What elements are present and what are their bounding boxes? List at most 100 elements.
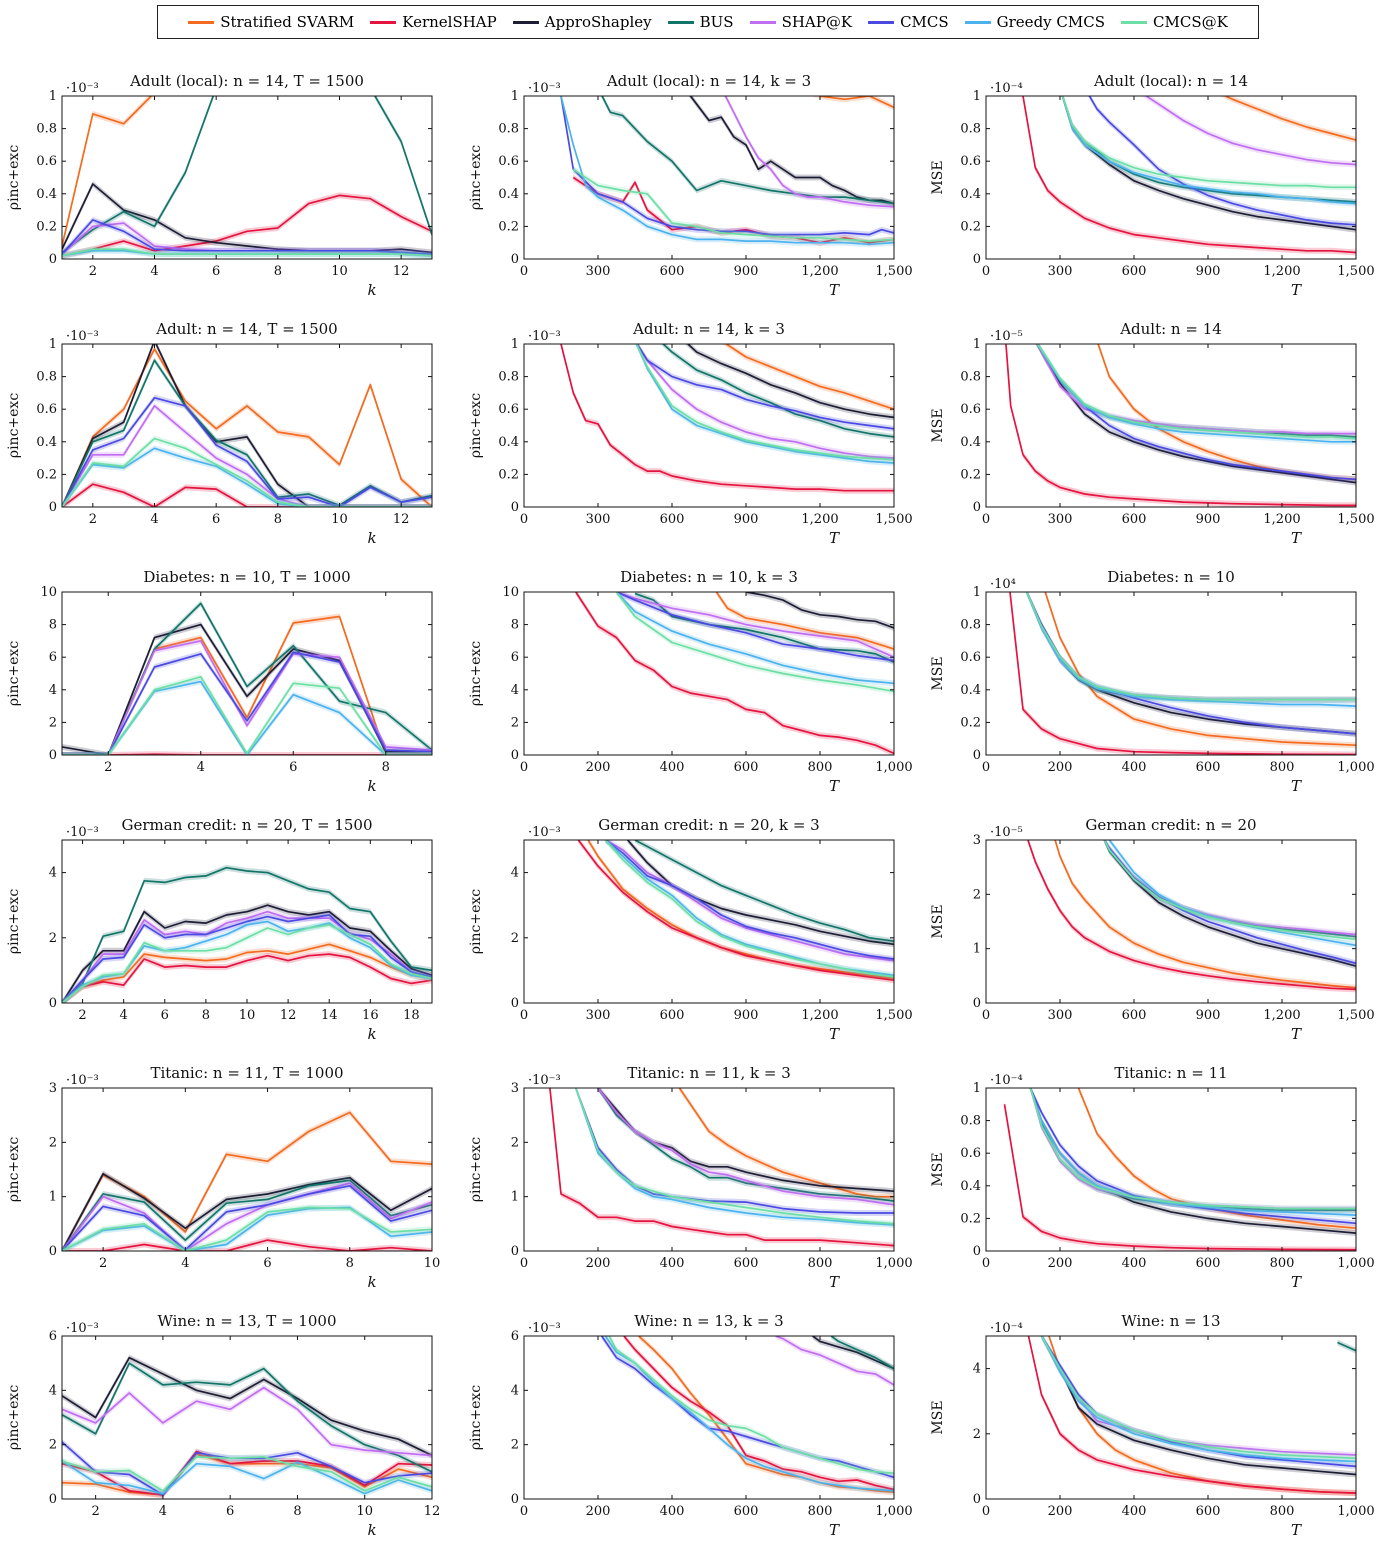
chart-title: Diabetes: n = 10, k = 3: [620, 568, 798, 586]
y-tick-label: 10: [502, 585, 519, 600]
legend-label: KernelSHAP: [402, 13, 497, 31]
x-tick-label: 1,200: [1263, 264, 1300, 279]
series-band: [62, 345, 432, 507]
legend-item: CMCS@K: [1121, 13, 1228, 31]
chart-title: German credit: n = 20, T = 1500: [122, 816, 373, 834]
x-tick-label: 800: [808, 1256, 833, 1271]
series-group: [1009, 592, 1356, 755]
x-tick-label: 12: [424, 1504, 441, 1519]
y-tick-label: 0: [973, 748, 981, 763]
series-line: [62, 483, 432, 507]
series-line: [1036, 344, 1356, 438]
y-tick-label: 0.6: [960, 650, 981, 665]
series-band: [1030, 1088, 1356, 1212]
series-line: [1003, 1104, 1356, 1251]
axis-multiplier: ·10⁻³: [528, 1321, 561, 1336]
x-tick-label: 2: [89, 264, 97, 279]
x-tick-label: 1,500: [875, 1008, 912, 1023]
series-line: [724, 344, 894, 411]
x-tick-label: 2: [99, 1256, 107, 1271]
y-tick-label: 8: [49, 618, 57, 633]
y-tick-label: 1: [49, 89, 57, 104]
y-tick-label: 4: [511, 1383, 519, 1398]
x-tick-label: 10: [424, 1256, 441, 1271]
series-line: [62, 904, 432, 1003]
series-line: [634, 840, 894, 942]
chart-title: Adult: n = 14, k = 3: [632, 320, 785, 338]
y-tick-label: 10: [40, 585, 57, 600]
y-axis-label: MSE: [930, 656, 946, 690]
x-tick-label: 12: [393, 512, 410, 527]
x-axis-label: T: [1291, 529, 1302, 547]
y-tick-label: 1: [973, 337, 981, 352]
series-band: [684, 344, 894, 421]
x-tick-label: 12: [393, 264, 410, 279]
legend-label: SHAP@K: [781, 13, 853, 31]
series-line: [636, 344, 894, 430]
chart-title: German credit: n = 20, k = 3: [598, 816, 819, 834]
legend-label: BUS: [699, 13, 734, 31]
plot-frame: [985, 343, 1357, 508]
legend-item: SHAP@K: [749, 13, 853, 31]
chart-title: Wine: n = 13, T = 1000: [158, 1312, 337, 1330]
series-line: [817, 96, 894, 109]
series-band: [1030, 1088, 1356, 1214]
axis-multiplier: ·10⁻³: [528, 81, 561, 96]
legend-item: CMCS: [868, 13, 949, 31]
y-tick-label: 0: [973, 996, 981, 1011]
x-axis-label: T: [1291, 281, 1302, 299]
series-band: [62, 1453, 432, 1494]
x-tick-label: 0: [982, 760, 990, 775]
series-line: [62, 1356, 432, 1457]
x-tick-label: 900: [734, 264, 759, 279]
x-tick-label: 400: [660, 1504, 685, 1519]
x-tick-label: 300: [586, 264, 611, 279]
x-tick-label: 8: [382, 760, 390, 775]
x-tick-label: 400: [660, 1256, 685, 1271]
y-axis-label: MSE: [930, 160, 946, 194]
x-tick-label: 10: [331, 512, 348, 527]
y-tick-label: 0: [973, 500, 981, 515]
x-tick-label: 1,000: [875, 760, 912, 775]
series-line: [560, 96, 894, 236]
legend-item: Stratified SVARM: [188, 13, 354, 31]
y-tick-label: 0.2: [498, 219, 519, 234]
chart-panel: 0 300 600 900 1,200 1,500 0 2 4 German credit: n …: [468, 816, 913, 1043]
chart-panel: 0 200 400 600 800 1,000 0 0.2 0.4 0.6 0.8 1 Titanic:…: [930, 1064, 1375, 1291]
y-axis-label: ρinc+exc: [468, 641, 484, 706]
x-axis-label: T: [1291, 1025, 1302, 1043]
series-line: [623, 1336, 894, 1491]
series-band: [62, 941, 432, 1003]
x-tick-label: 4: [197, 760, 205, 775]
series-band: [812, 1336, 894, 1372]
y-tick-label: 4: [511, 683, 519, 698]
series-line: [1005, 344, 1356, 507]
x-tick-label: 14: [321, 1008, 338, 1023]
plot-frame: [985, 1335, 1357, 1500]
y-tick-label: 6: [511, 650, 519, 665]
series-line: [745, 592, 894, 629]
series-line: [1061, 96, 1356, 189]
x-tick-label: 400: [1122, 1256, 1147, 1271]
series-line: [62, 219, 432, 255]
series-group: [62, 864, 432, 1003]
x-tick-label: 2: [104, 760, 112, 775]
y-axis-label: ρinc+exc: [6, 1385, 22, 1450]
series-group: [560, 344, 894, 494]
series-band: [1087, 96, 1356, 228]
x-axis-label: T: [829, 529, 840, 547]
series-line: [575, 592, 894, 755]
x-tick-label: 8: [274, 512, 282, 527]
y-tick-label: 0.4: [960, 435, 981, 450]
series-line: [62, 396, 432, 507]
y-axis-label: ρinc+exc: [468, 145, 484, 210]
series-line: [601, 96, 894, 205]
x-tick-label: 600: [1122, 512, 1147, 527]
series-line: [574, 1088, 894, 1225]
x-axis-label: k: [367, 1273, 376, 1291]
series-line: [604, 840, 894, 962]
x-axis-label: T: [829, 1025, 840, 1043]
series-line: [689, 96, 894, 205]
y-tick-label: 0: [49, 1492, 57, 1507]
y-axis-label: ρinc+exc: [6, 889, 22, 954]
